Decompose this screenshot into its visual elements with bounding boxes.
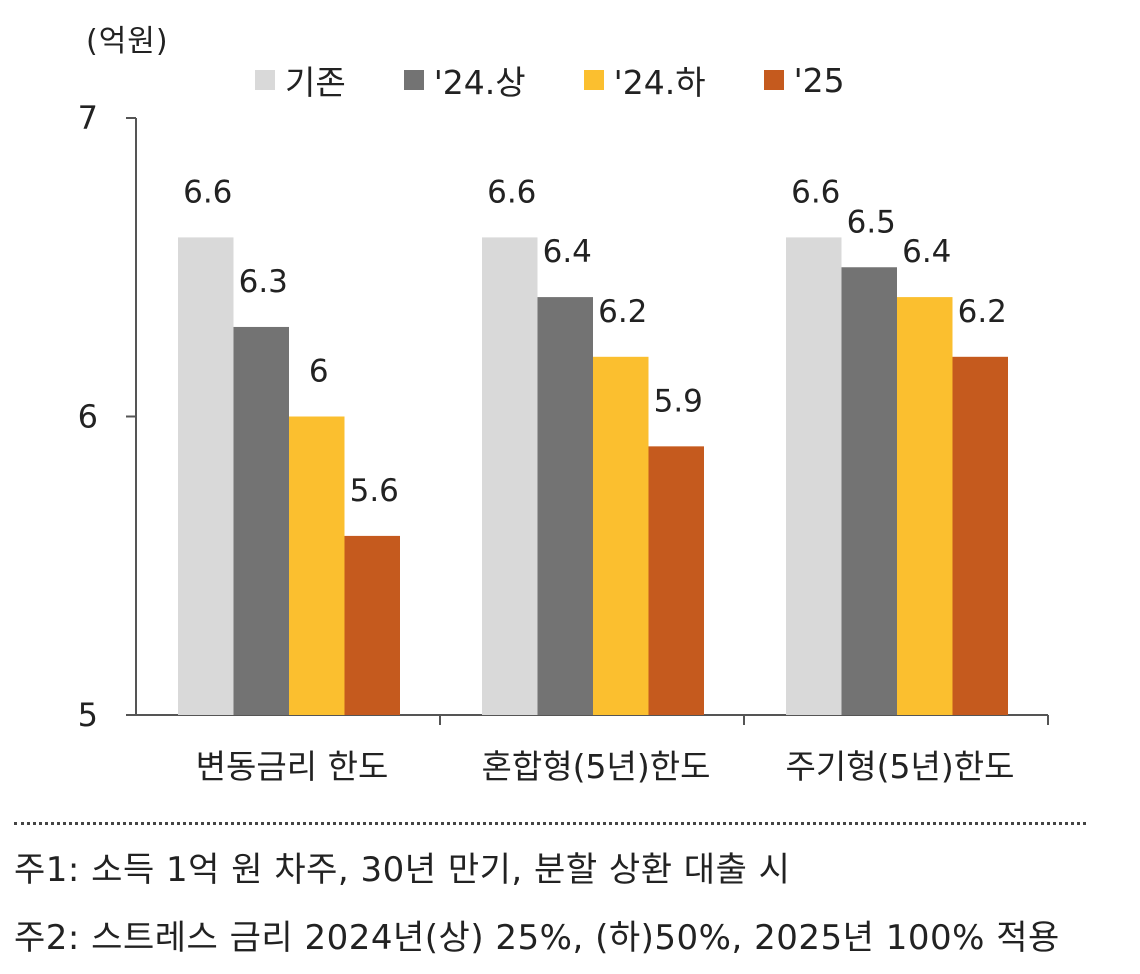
bar-value-label-1-0: 6.6 (487, 174, 536, 210)
legend-label-3: '25 (793, 60, 845, 100)
bar-value-label-2-2: 6.4 (902, 234, 951, 270)
legend-item-0: 기존 (255, 56, 346, 104)
bar-2-3 (952, 356, 1008, 715)
footnote-2: 주2: 스트레스 금리 2024년(상) 25%, (하)50%, 2025년 … (14, 918, 1060, 958)
category-label-1: 혼합형(5년)한도 (482, 747, 711, 786)
bar-0-2 (289, 416, 345, 715)
legend-swatch-0 (255, 70, 275, 90)
legend-label-1: '24.상 (433, 63, 526, 102)
category-label-2: 주기형(5년)한도 (786, 747, 1015, 786)
bar-0-0 (178, 237, 234, 715)
bar-2-2 (897, 297, 953, 715)
legend-item-2: '24.하 (583, 56, 706, 104)
bar-0-1 (233, 326, 289, 715)
bar-value-label-2-1: 6.5 (847, 204, 896, 240)
bar-value-label-2-0: 6.6 (791, 174, 840, 210)
y-axis-unit-label: (억원) (86, 24, 169, 59)
bar-1-1 (537, 297, 593, 715)
legend-item-1: '24.상 (403, 56, 526, 104)
bar-1-3 (648, 446, 704, 715)
legend-swatch-3 (763, 70, 784, 90)
bar-value-label-1-1: 6.4 (543, 234, 592, 270)
bar-value-label-0-0: 6.6 (183, 174, 232, 210)
legend-label-0: 기존 (285, 63, 346, 102)
y-tick-label-0: 5 (78, 696, 98, 734)
bar-value-label-1-3: 5.9 (654, 383, 703, 419)
bar-value-label-2-3: 6.2 (958, 294, 1007, 330)
notes-divider (14, 822, 1086, 825)
category-label-0: 변동금리 한도 (196, 747, 389, 786)
y-tick-label-1: 6 (78, 398, 98, 436)
bar-1-0 (482, 237, 538, 715)
legend-label-2: '24.하 (613, 63, 706, 102)
legend-item-3: '25 (763, 60, 845, 100)
bar-value-label-0-3: 5.6 (350, 473, 399, 509)
bar-2-1 (841, 267, 897, 715)
chart-legend: 기존 '24.상 '24.하 '25 (255, 58, 903, 102)
bar-value-label-1-2: 6.2 (598, 294, 647, 330)
bar-value-label-0-2: 6 (309, 354, 329, 390)
bar-value-label-0-1: 6.3 (239, 264, 288, 300)
footnote-1: 주1: 소득 1억 원 차주, 30년 만기, 분할 상환 대출 시 (14, 850, 791, 890)
bar-2-0 (786, 237, 842, 715)
bar-1-2 (593, 356, 649, 715)
legend-swatch-1 (403, 70, 424, 90)
y-tick-label-2: 7 (78, 99, 98, 137)
legend-swatch-2 (583, 70, 604, 90)
bar-0-3 (344, 535, 400, 715)
